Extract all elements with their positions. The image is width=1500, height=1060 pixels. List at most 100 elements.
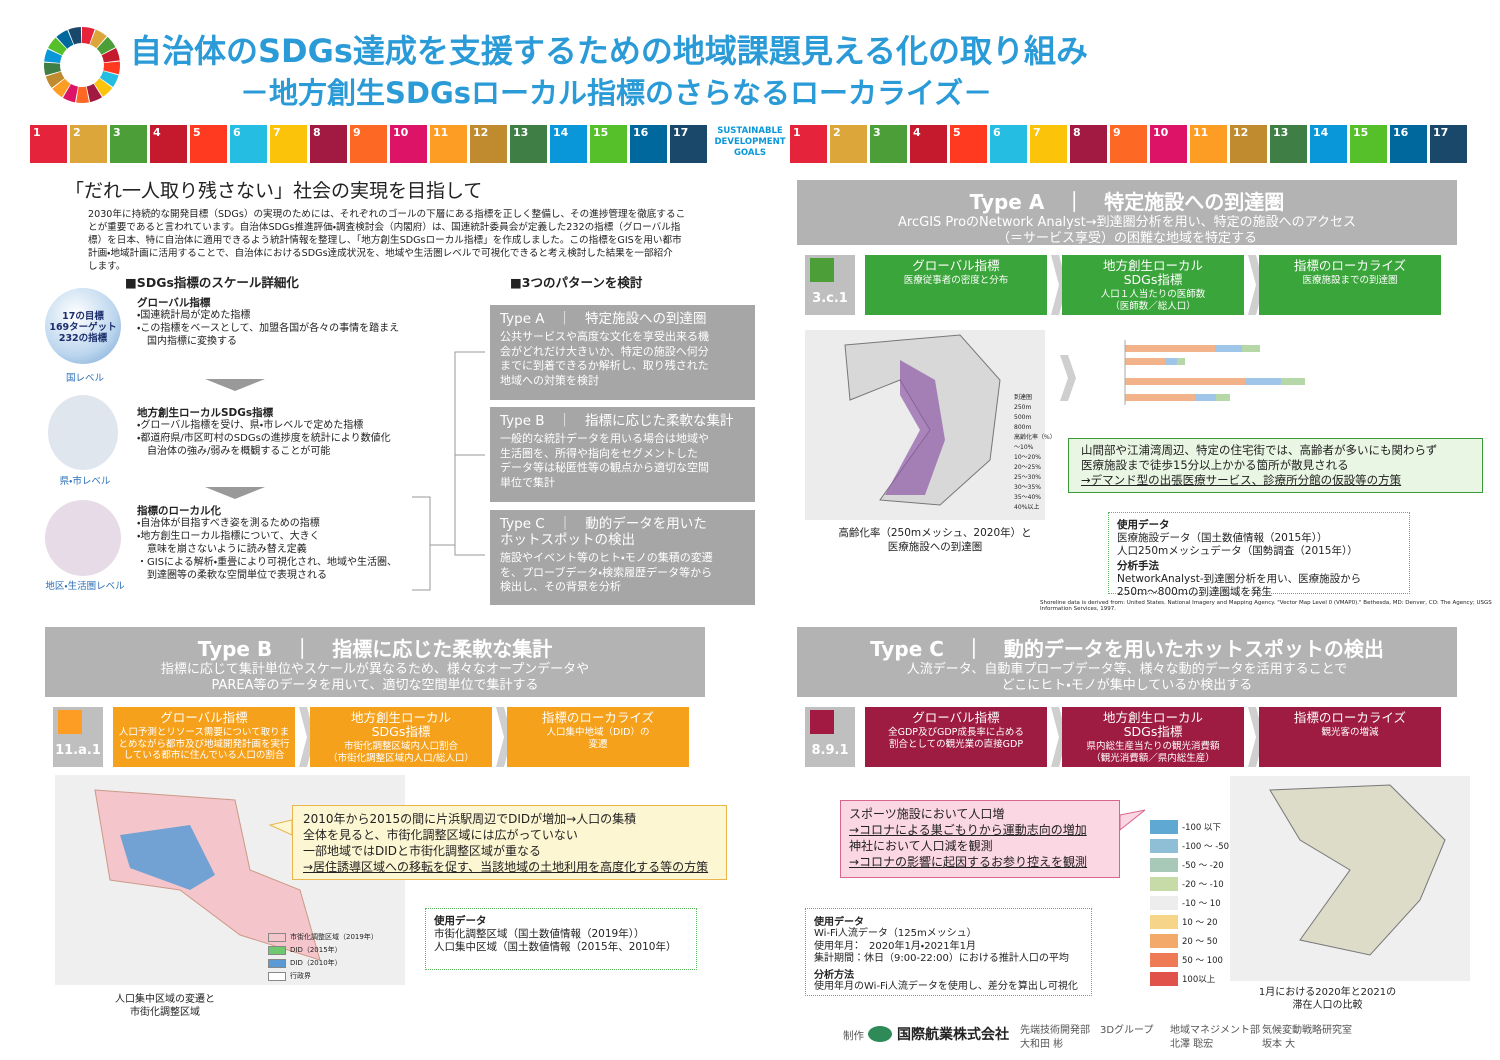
globe-text-line: 169ターゲット bbox=[49, 322, 117, 333]
legend-swatch bbox=[268, 946, 286, 955]
step-text: 医療従事者の密度と分布 bbox=[865, 275, 1047, 287]
callout: スポーツ施設において人口増 →コロナによる巣ごもりから運動志向の増加 神社において人… bbox=[840, 800, 1120, 878]
used-data-heading: 使用データ bbox=[434, 915, 487, 927]
sdg-tile: 17 bbox=[670, 125, 707, 163]
pattern-text-line: 施設やイベント等のヒト・モノの集積の変遷 bbox=[500, 551, 713, 564]
pattern-text-line: 地域への対策を検討 bbox=[500, 373, 599, 387]
level-text-line: 自治体の強み/弱みを概観することが可能 bbox=[137, 446, 331, 457]
step-text-line: 人口集中地域（DID）の bbox=[546, 727, 650, 738]
map-caption-line: 高齢化率（250mメッシュ、2020年）と bbox=[838, 527, 1032, 539]
sdg-wheel-segment bbox=[99, 71, 119, 87]
sdg-wheel-segment bbox=[96, 36, 116, 55]
section-header: Type B ｜ 指標に応じた柔軟な集計 指標に応じて集計単位やスケールが異なるた… bbox=[45, 627, 705, 697]
section-description-line: PAREA等のデータを用いて、適切な空間単位で集計する bbox=[211, 678, 539, 693]
map-legend-line: 250m bbox=[1014, 404, 1032, 411]
level-title: グローバル指標 bbox=[137, 297, 211, 309]
sdg-wheel-segment bbox=[101, 48, 120, 63]
used-data-heading: 分析方法 bbox=[814, 969, 854, 981]
step-box: 地方創生ローカル SDGs指標 人口１人当たりの医師数 （医師数／総人口） bbox=[1062, 255, 1244, 315]
sdg-tile: 16 bbox=[630, 125, 667, 163]
credit: 制作 bbox=[843, 1030, 864, 1042]
sdg-tile: 10 bbox=[1150, 125, 1187, 163]
sdg-wheel-segment bbox=[76, 86, 89, 103]
sdg-tile: 8 bbox=[1070, 125, 1107, 163]
step-title-line: 地方創生ローカル bbox=[1102, 258, 1203, 273]
code-icon bbox=[810, 710, 834, 734]
legend-label: 行政界 bbox=[290, 972, 311, 980]
sdg-number: 4 bbox=[913, 126, 921, 139]
legend-swatch bbox=[268, 972, 286, 981]
sdg-wheel-segment bbox=[68, 27, 82, 45]
legend-label: 20 ～ 50 bbox=[1182, 937, 1218, 947]
chart-bar bbox=[1125, 378, 1245, 385]
sdg-tile: 8 bbox=[310, 125, 347, 163]
intro-body-line: 2030年に持続的な開発目標（SDGs）の実現のためには、それぞれのゴールの下層… bbox=[88, 209, 686, 220]
callout-line: スポーツ施設において人口増 bbox=[849, 807, 1005, 821]
sdg-number: 9 bbox=[353, 126, 361, 139]
sdg-tile: 11 bbox=[1190, 125, 1227, 163]
pattern-title-line: Type C ｜ 動的データを用いた bbox=[500, 516, 707, 532]
step-box: 指標のローカライズ 医療施設までの到達圏 bbox=[1259, 255, 1441, 315]
step-title-line: SDGs指標 bbox=[371, 724, 431, 739]
step-box: 指標のローカライズ 人口集中地域（DID）の 変遷 bbox=[507, 707, 689, 767]
section-description-line: （＝サービス享受）の困難な地域を特定する bbox=[996, 231, 1257, 246]
code-text: 3.c.1 bbox=[812, 291, 848, 306]
callout-line: →コロナによる巣ごもりから運動志向の増加 bbox=[849, 823, 1087, 837]
sdg-number: 16 bbox=[633, 126, 649, 139]
step-text-line: 変遷 bbox=[588, 738, 608, 750]
step-text-line: とめながら都市及び地域開発計画を実行 bbox=[118, 738, 290, 750]
step-text-line: 全GDP及びGDP成長率に占める bbox=[888, 727, 1024, 738]
step-title-line: グローバル指標 bbox=[912, 258, 1000, 273]
legend-label: 市街化調整区域（2019年） bbox=[290, 933, 378, 941]
legend-label: DID（2010年） bbox=[290, 959, 342, 967]
code-box: 8.9.1 bbox=[805, 707, 855, 767]
callout-line: 山間部や江浦湾周辺、特定の住宅街では、高齢者が多いにも関わらず bbox=[1081, 443, 1438, 457]
step-text-line: 人口予測とリソース需要について取りま bbox=[118, 727, 290, 738]
step-box: グローバル指標医療従事者の密度と分布 bbox=[865, 255, 1047, 315]
pattern-box: Type A ｜ 特定施設への到達圏 公共サービスや高度な文化を享受出来る機 会がど… bbox=[490, 305, 755, 400]
sdg-wheel-segment bbox=[103, 61, 120, 75]
sdg-tile: 11 bbox=[430, 125, 467, 163]
team-name: 大和田 彬 bbox=[1020, 1039, 1064, 1050]
sdg-tile: 5 bbox=[190, 125, 227, 163]
callout-line: →デマンド型の出張医療サービス、診療所分館の仮設等の方策 bbox=[1081, 473, 1402, 487]
patterns-heading: ■3つのパターンを検討 bbox=[510, 275, 643, 290]
bracket bbox=[412, 496, 431, 591]
map-caption: 高齢化率（250mメッシュ、2020年）と 医療施設への到達圏 bbox=[810, 526, 1060, 554]
globe-text: 17の目標 169ターゲット 232の指標 bbox=[45, 311, 121, 344]
chevron bbox=[1060, 355, 1076, 401]
callout-line: 神社において人口減を観測 bbox=[849, 839, 993, 853]
pattern-title: Type C ｜ 動的データを用いた ホットスポットの検出 bbox=[500, 516, 745, 548]
step-text-line: 医療施設までの到達圏 bbox=[1302, 275, 1398, 286]
chart-bar bbox=[1195, 394, 1216, 401]
chart-bar bbox=[1281, 378, 1305, 385]
used-data-heading: 使用データ bbox=[1117, 519, 1170, 531]
legend-label: 50 ～ 100 bbox=[1182, 956, 1223, 966]
step-box: グローバル指標 全GDP及びGDP成長率に占める 割合としての観光業の直接GDP bbox=[865, 707, 1047, 767]
sdg-number: 11 bbox=[1193, 126, 1209, 139]
used-data-text-line: 集計期間：休日（9:00-22:00）における推計人口の平均 bbox=[814, 953, 1069, 964]
pattern-text-line: 検出し、その背景を分析 bbox=[500, 580, 621, 593]
legend-label: -50 ～ -20 bbox=[1182, 861, 1224, 871]
map-did bbox=[120, 825, 215, 890]
chart-bar bbox=[1125, 345, 1215, 352]
sdg-logo-line: GOALS bbox=[733, 148, 767, 158]
sdg-number: 10 bbox=[393, 126, 409, 139]
used-data-text-line: 人口250mメッシュデータ（国勢調査（2015年）） bbox=[1117, 545, 1358, 557]
chart-bar bbox=[1177, 358, 1185, 365]
sdg-wheel-segment bbox=[89, 29, 107, 49]
used-data-text: 医療施設データ（国土数値情報（2015年）） 人口250mメッシュデータ（国勢調査… bbox=[1117, 532, 1401, 558]
subtitle: －地方創生SDGsローカル指標のさらなるローカライズ－ bbox=[240, 76, 993, 110]
map-caption: 1月における2020年と2021の 滞在人口の比較 bbox=[1240, 986, 1415, 1012]
step-text-line: 市街化調整区域内人口割合 bbox=[343, 741, 458, 752]
map-legend-line: 35～40% bbox=[1014, 494, 1041, 501]
sdg-tile: 13 bbox=[510, 125, 547, 163]
sdg-number: 6 bbox=[993, 126, 1001, 139]
legend-label: 10 ～ 20 bbox=[1182, 918, 1218, 928]
sdg-number: 15 bbox=[593, 126, 609, 139]
sdg-tile: 14 bbox=[1310, 125, 1347, 163]
step-title-line: グローバル指標 bbox=[160, 710, 248, 725]
map-legend-line: 到達圏 bbox=[1014, 394, 1033, 401]
step-box: 地方創生ローカル SDGs指標 市街化調整区域内人口割合 （市街化調整区域内人口/総人… bbox=[310, 707, 492, 767]
globe bbox=[45, 288, 121, 364]
